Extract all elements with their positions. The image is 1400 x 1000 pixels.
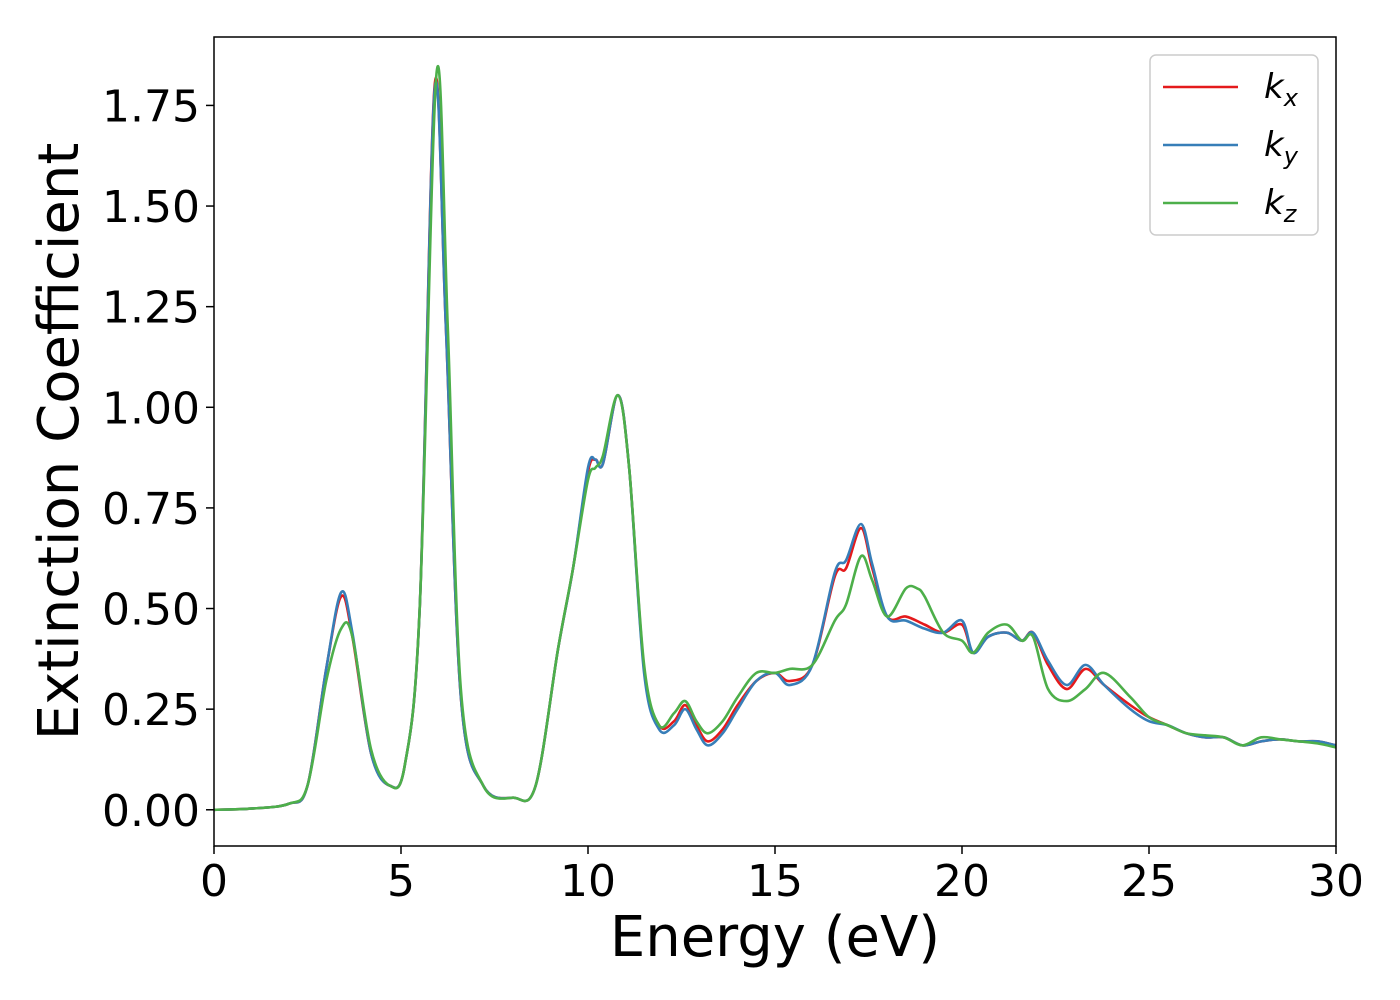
x-axis-label: Energy (eV) (610, 905, 940, 970)
y-tick-label: 1.00 (102, 383, 200, 434)
y-tick-label: 0.00 (102, 786, 200, 837)
y-tick-label: 0.50 (102, 585, 200, 636)
x-tick-label: 5 (387, 856, 415, 907)
y-tick-label: 1.25 (102, 283, 200, 334)
y-axis-label: Extinction Coefficient (27, 143, 92, 741)
x-tick-label: 20 (934, 856, 990, 907)
x-tick-label: 0 (200, 856, 228, 907)
x-tick-label: 10 (560, 856, 616, 907)
y-tick-label: 1.50 (102, 182, 200, 233)
series-line-z (214, 64, 1336, 812)
y-axis: 0.00 0.25 0.50 0.75 1.00 1.25 1.50 1.75 (102, 81, 214, 837)
y-tick-label: 0.75 (102, 484, 200, 535)
x-axis: 0 5 10 15 20 25 30 (200, 846, 1364, 907)
y-tick-label: 0.25 (102, 685, 200, 736)
series-lines (214, 64, 1336, 812)
x-tick-label: 15 (747, 856, 803, 907)
x-tick-label: 30 (1308, 856, 1364, 907)
x-tick-label: 25 (1121, 856, 1177, 907)
y-tick-label: 1.75 (102, 81, 200, 132)
